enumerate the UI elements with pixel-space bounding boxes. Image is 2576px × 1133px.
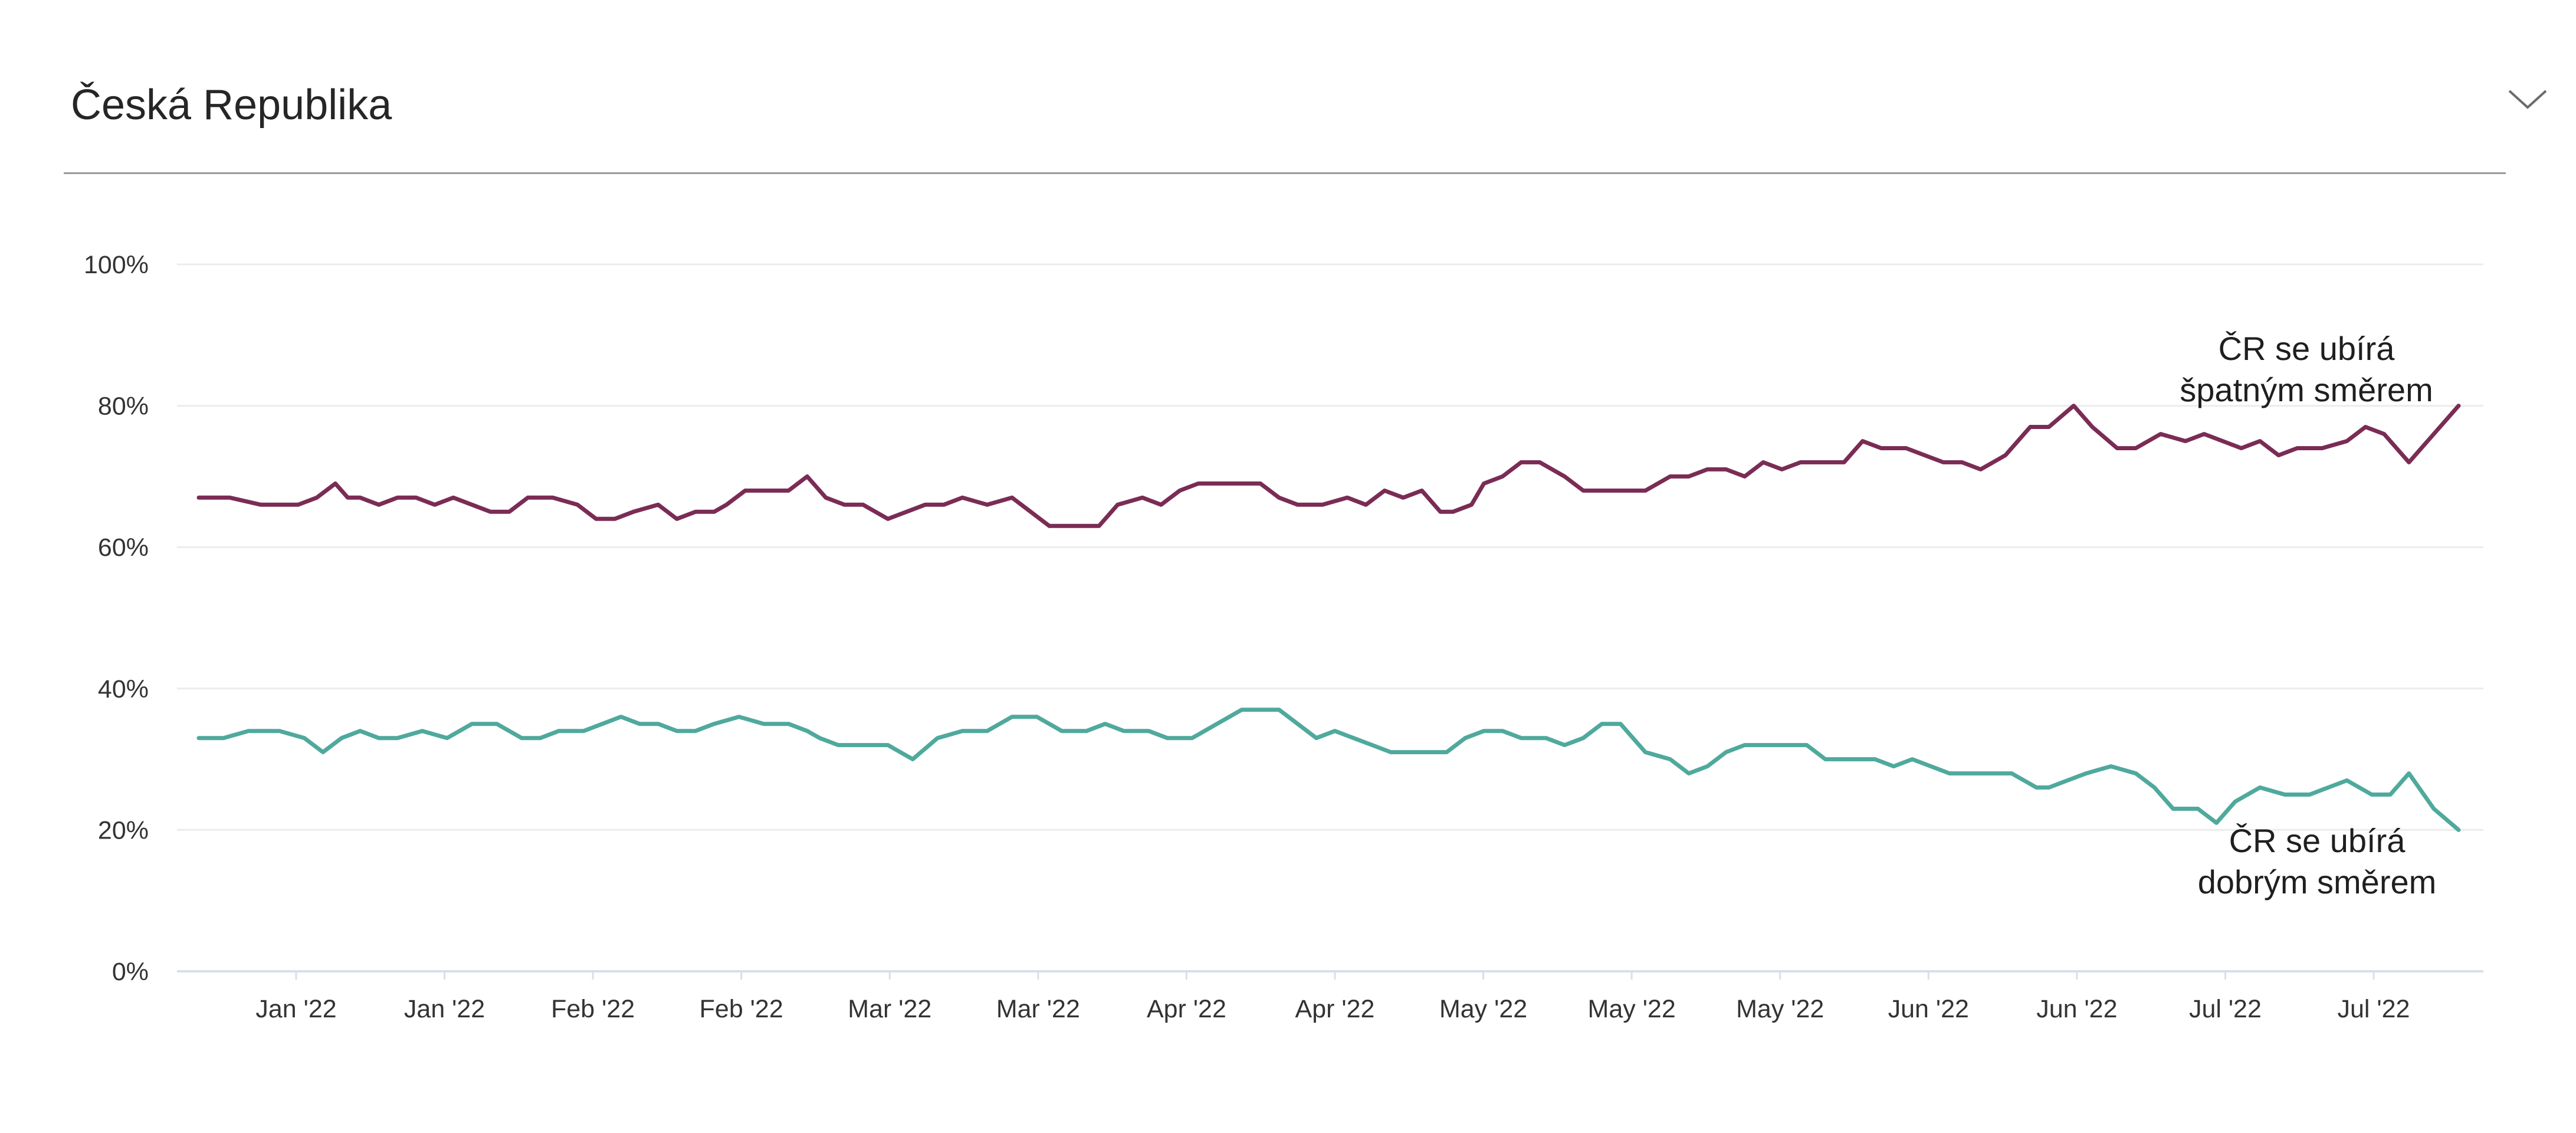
y-tick-label: 0% xyxy=(112,958,149,986)
x-tick-label: Apr '22 xyxy=(1295,995,1375,1023)
panel-header: Česká Republika xyxy=(64,66,2547,126)
series-line-right-direction xyxy=(196,708,2461,832)
x-tick-label: May '22 xyxy=(1439,995,1527,1023)
chevron-down-icon xyxy=(2508,90,2547,109)
x-tick-label: Jul '22 xyxy=(2189,995,2262,1023)
y-tick-label: 20% xyxy=(98,816,149,844)
annotation-wrong-direction: špatným směrem xyxy=(2180,371,2433,408)
x-tick-label: Jan '22 xyxy=(404,995,485,1023)
annotation-right-direction: dobrým směrem xyxy=(2198,863,2437,900)
annotation-right-direction: ČR se ubírá xyxy=(2229,822,2406,859)
x-tick-label: Feb '22 xyxy=(700,995,783,1023)
x-tick-label: Feb '22 xyxy=(551,995,635,1023)
x-axis-tick-labels: Jan '22 Jan '22 Feb '22 Feb '22 Mar '22 Mar '… xyxy=(255,995,2410,1023)
x-tick-label: May '22 xyxy=(1588,995,1676,1023)
x-tick-label: May '22 xyxy=(1736,995,1824,1023)
x-tick-label: Jan '22 xyxy=(255,995,336,1023)
series-annotations: ČR se ubírá špatným směrem ČR se ubírá dobr… xyxy=(2180,330,2436,900)
y-axis-tick-labels: 0% 20% 40% 60% 80% 100% xyxy=(84,251,149,986)
x-tick-label: Jul '22 xyxy=(2338,995,2410,1023)
series-line-wrong-direction xyxy=(196,404,2461,528)
y-tick-label: 100% xyxy=(84,251,149,279)
panel-title: Česká Republika xyxy=(71,81,392,129)
y-tick-label: 80% xyxy=(98,392,149,421)
y-tick-label: 40% xyxy=(98,675,149,703)
series-lines xyxy=(196,404,2461,832)
x-tick-label: Mar '22 xyxy=(996,995,1080,1023)
header-divider xyxy=(64,172,2506,174)
x-tick-label: Jun '22 xyxy=(1888,995,1969,1023)
grid-lines xyxy=(177,263,2483,980)
x-tick-label: Mar '22 xyxy=(848,995,931,1023)
annotation-wrong-direction: ČR se ubírá xyxy=(2219,330,2395,367)
x-tick-label: Apr '22 xyxy=(1147,995,1226,1023)
y-tick-label: 60% xyxy=(98,533,149,562)
x-tick-label: Jun '22 xyxy=(2036,995,2117,1023)
collapse-toggle[interactable] xyxy=(2507,87,2548,111)
